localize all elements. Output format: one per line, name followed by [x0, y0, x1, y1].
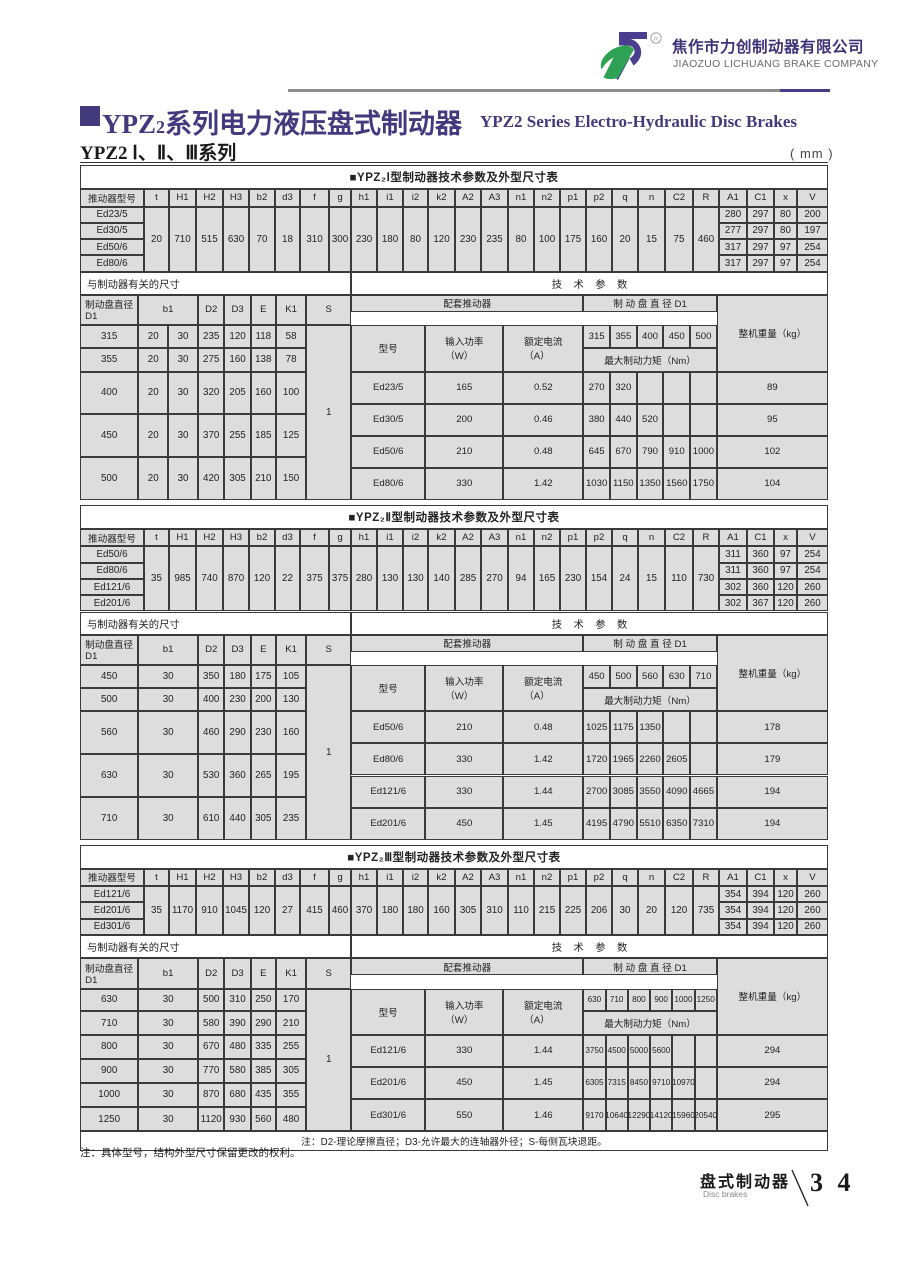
svg-text:R: R	[654, 36, 658, 42]
